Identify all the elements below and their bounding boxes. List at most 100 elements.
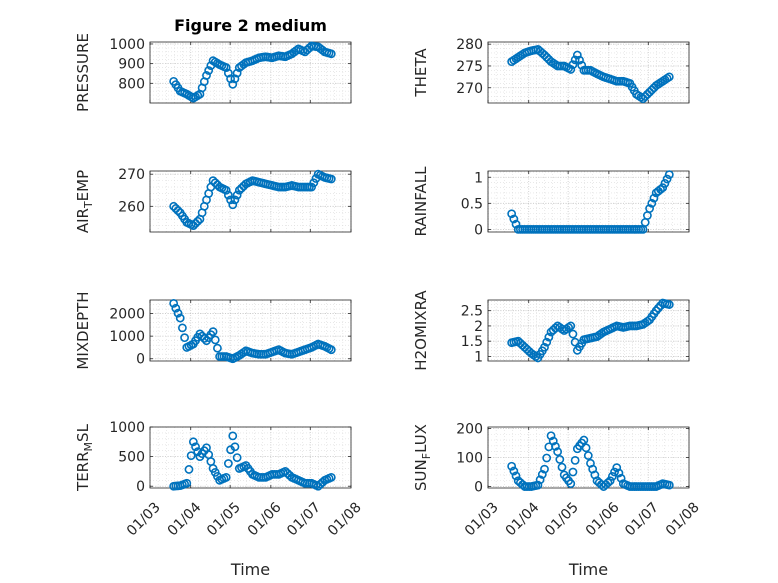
subplot-1: 800 900 1000 PRESSURE Figure 2 medium [74, 16, 352, 112]
data-point [507, 461, 517, 471]
data-point [579, 435, 589, 445]
data-point-dense [180, 333, 189, 343]
data-point [202, 71, 211, 80]
ylabel: SUNFLUX [412, 424, 433, 491]
ylabel: THETA [412, 48, 430, 98]
data-point [326, 472, 336, 482]
data-point [326, 345, 336, 355]
data-point-dense [568, 467, 578, 477]
ytick-label: 1000 [109, 37, 145, 53]
data-point-dense [544, 332, 554, 342]
data-point-dense [226, 195, 235, 205]
subplot-6: 11.522.5 H2OMIXRA [412, 290, 690, 371]
data-point-dense [614, 468, 624, 478]
ylabel: TERRMSL [74, 423, 95, 492]
data-point-dense [570, 55, 580, 65]
data-point [221, 472, 231, 482]
data-point-dense [603, 478, 613, 488]
data-point [326, 49, 336, 59]
data-point-dense [653, 303, 663, 313]
data-point [533, 480, 543, 490]
data-point-dense [223, 68, 233, 78]
data-point-dense [171, 303, 181, 313]
data-point-dense [184, 465, 194, 474]
subplot-2: 270 275 280 THETA [412, 37, 690, 104]
data-point-dense [583, 451, 593, 460]
ytick-label: 0 [136, 479, 145, 495]
data-point [208, 327, 218, 337]
data-point [664, 300, 674, 309]
data-point [175, 313, 185, 323]
ytick-label: 275 [456, 59, 483, 75]
ytick-label: 2.5 [461, 304, 483, 320]
data-point-dense [662, 174, 672, 184]
data-series [507, 431, 674, 491]
data-point-dense [551, 441, 560, 451]
data-point-dense [309, 178, 319, 188]
data-point [182, 478, 192, 488]
subplot-4: 0 0.5 1 RAINFALL [412, 166, 690, 238]
xlabel: Time [568, 560, 608, 579]
data-point-dense [649, 193, 659, 203]
data-point [553, 447, 563, 457]
data-point [566, 321, 576, 331]
data-point-dense [226, 74, 235, 84]
data-point-dense [548, 436, 558, 446]
data-point [664, 72, 674, 82]
data-point-dense [568, 60, 578, 70]
data-series [169, 298, 336, 364]
ytick-label: 1.5 [461, 334, 483, 350]
data-point [546, 431, 556, 441]
data-point [228, 79, 238, 89]
ylabel: PRESSURE [74, 33, 92, 112]
ytick-label: 1 [474, 349, 483, 365]
data-point-dense [232, 453, 242, 462]
data-point-dense [230, 195, 240, 205]
data-point [221, 63, 231, 72]
data-point [664, 480, 674, 490]
data-point-dense [542, 453, 552, 463]
data-point [638, 94, 648, 104]
data-point-dense [193, 216, 203, 226]
ytick-label: 270 [456, 81, 483, 97]
ytick-label: 0 [474, 222, 483, 238]
data-point-dense [186, 451, 196, 461]
axes-box [149, 41, 352, 104]
data-point-dense [647, 198, 657, 208]
ytick-label: 2000 [109, 307, 145, 323]
ytick-label: 270 [118, 167, 145, 183]
ytick-label: 200 [456, 421, 483, 437]
data-point-dense [607, 471, 617, 481]
data-point-dense [511, 471, 521, 481]
data-point-dense [213, 343, 222, 353]
data-point-dense [232, 68, 242, 78]
data-point-dense [575, 55, 584, 65]
data-point [612, 463, 622, 473]
ytick-label: 900 [118, 57, 145, 73]
data-point-dense [542, 52, 552, 62]
axes-box [487, 41, 690, 104]
data-point-dense [656, 185, 665, 194]
data-point-dense [557, 462, 567, 472]
data-point-dense [647, 85, 657, 95]
data-point-dense [660, 178, 670, 188]
data-point [566, 479, 576, 489]
axes-box [487, 299, 690, 362]
ytick-label: 0.5 [461, 196, 483, 212]
ytick-label: 280 [456, 37, 483, 53]
data-point-dense [210, 335, 220, 345]
data-point [651, 306, 661, 316]
data-point-dense [509, 466, 519, 476]
ytick-label: 2 [474, 319, 483, 335]
data-point-dense [204, 66, 214, 75]
data-point-dense [570, 456, 580, 465]
axes-box [149, 170, 352, 233]
ytick-label: 100 [456, 451, 483, 467]
data-series [507, 298, 674, 363]
axes-box [149, 426, 352, 489]
data-point [664, 170, 674, 180]
data-point [572, 50, 582, 60]
data-series [507, 170, 674, 234]
data-point [507, 209, 517, 219]
